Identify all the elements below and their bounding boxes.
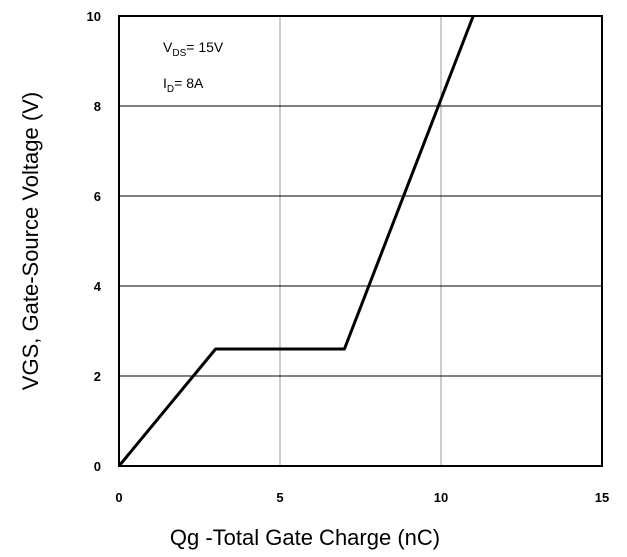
- y-tick-labels: 0 2 4 6 8 10: [87, 9, 102, 474]
- y-axis-title: VGS, Gate-Source Voltage (V): [18, 92, 43, 390]
- x-tick-label: 15: [595, 490, 609, 505]
- x-tick-label: 0: [115, 490, 122, 505]
- annotation-vds: VDS= 15V: [163, 39, 224, 59]
- y-tick-label: 8: [94, 99, 101, 114]
- grid-lines: [119, 16, 602, 466]
- x-tick-labels: 0 5 10 15: [115, 490, 609, 505]
- series-line: [117, 15, 475, 467]
- x-tick-label: 5: [276, 490, 283, 505]
- x-axis-title: Qg -Total Gate Charge (nC): [170, 525, 440, 550]
- annotation-id: ID= 8A: [163, 75, 204, 95]
- y-tick-label: 10: [87, 9, 101, 24]
- x-tick-label: 10: [434, 490, 448, 505]
- y-tick-label: 6: [94, 189, 101, 204]
- plot-frame: [118, 15, 603, 467]
- y-tick-label: 0: [94, 459, 101, 474]
- series-layer: [117, 15, 475, 467]
- y-tick-label: 4: [94, 279, 102, 294]
- y-tick-label: 2: [94, 369, 101, 384]
